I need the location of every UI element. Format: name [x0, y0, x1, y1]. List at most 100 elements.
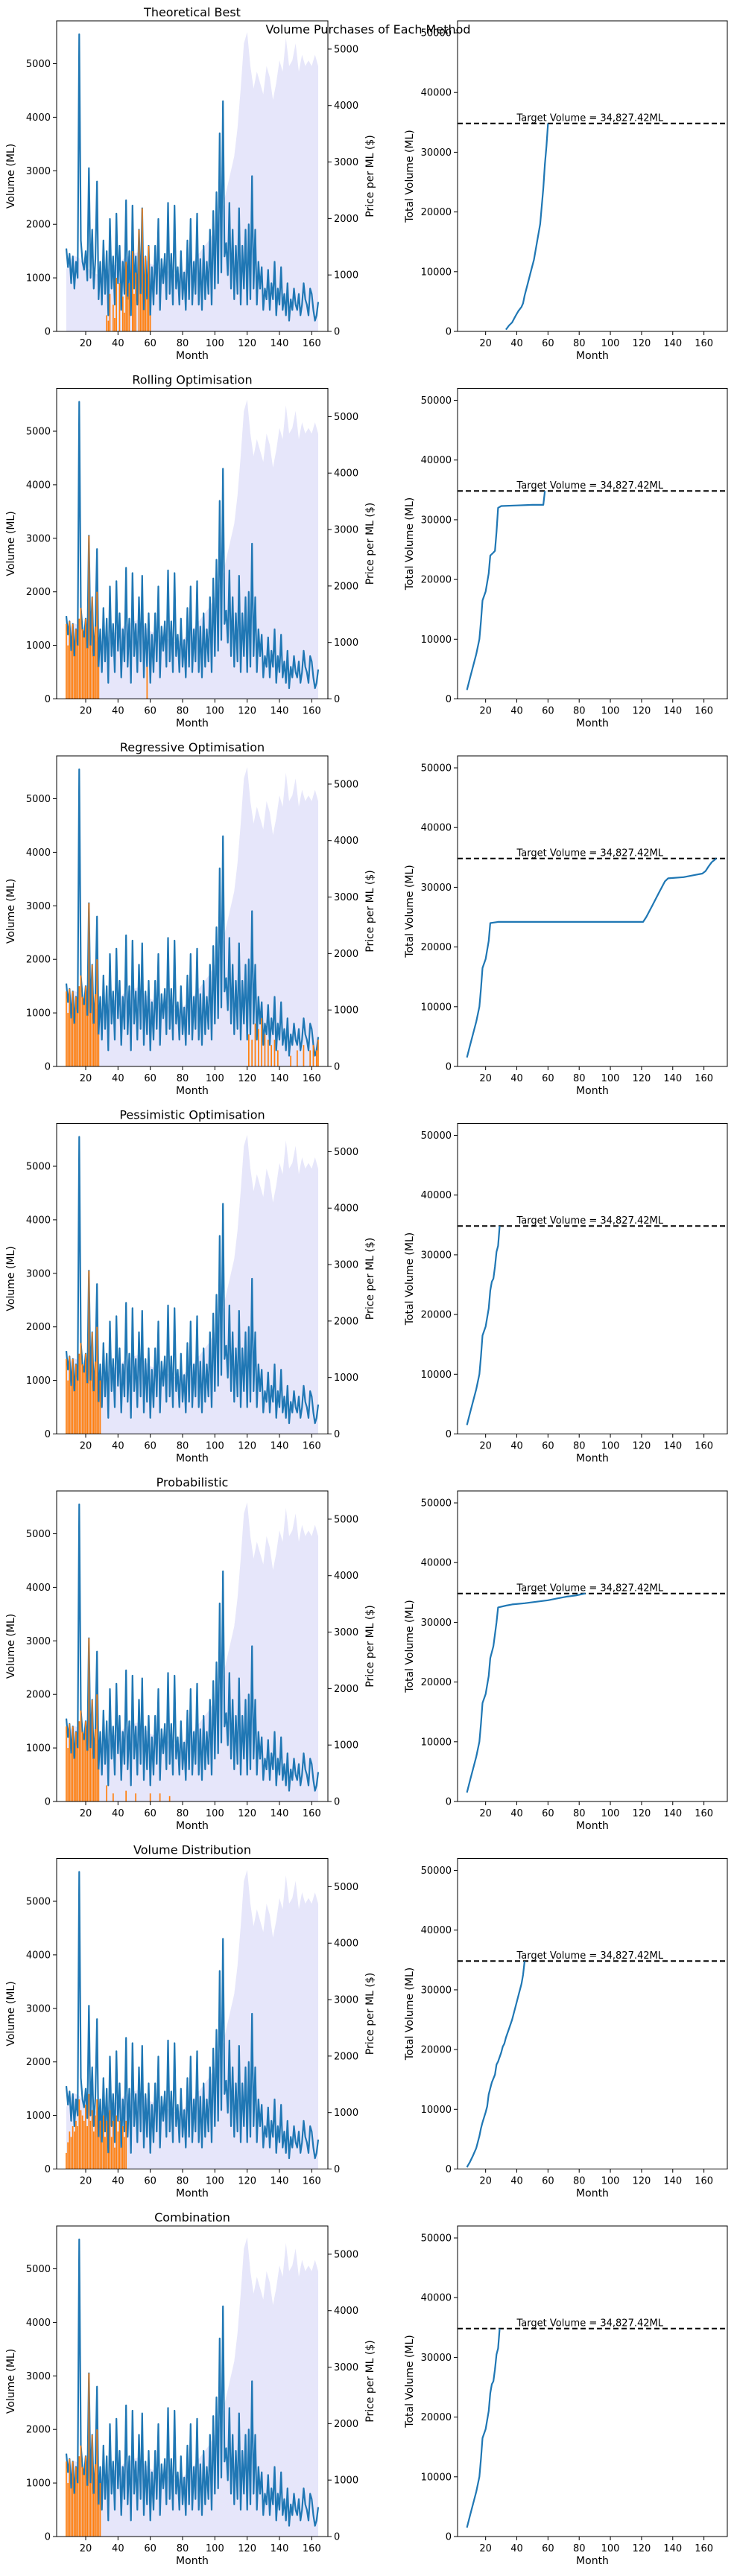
x-tick-label: 80	[177, 338, 189, 349]
right-panel: Target Volume = 34,827.42ML 20 40 60 80 100 12…	[404, 1858, 728, 2200]
purchase-bar	[77, 1748, 78, 1801]
x-tick-label: 140	[663, 706, 682, 717]
purchase-bar	[80, 2445, 82, 2537]
purchase-bar	[95, 993, 96, 1066]
purchase-bar	[113, 305, 114, 331]
purchase-bar	[148, 246, 150, 331]
purchase-bar	[81, 2467, 83, 2537]
x-tick-label: 140	[271, 1808, 289, 1819]
x-tick-label: 60	[144, 338, 156, 349]
y-tick-label: 1000	[26, 2478, 51, 2490]
plot-frame	[56, 755, 329, 1067]
y-tick-label: 50000	[421, 1130, 452, 1142]
x-tick-label: 80	[177, 706, 189, 717]
panel-title: Theoretical Best	[143, 5, 241, 19]
purchase-bar	[159, 1793, 161, 1801]
volume-line	[65, 1136, 320, 1425]
y-tick-label: 1000	[26, 1376, 51, 1387]
purchase-bar	[69, 2458, 71, 2537]
y2-tick-label: 4000	[334, 468, 358, 480]
y2-tick-label: 3000	[334, 2362, 358, 2373]
x-tick-label: 100	[601, 1441, 620, 1452]
purchase-bar	[74, 2493, 75, 2537]
x-tick-label: 120	[238, 1073, 256, 1084]
y2-tick-label: 5000	[334, 1147, 358, 1158]
panel-title: Combination	[154, 2210, 230, 2224]
purchase-bar	[91, 597, 93, 699]
purchase-bar	[109, 2110, 111, 2169]
y-tick-label: 5000	[26, 59, 51, 70]
y-axis-label: Total Volume (ML)	[404, 1600, 416, 1693]
purchase-bar	[75, 996, 77, 1066]
y2-axis-label: Price per ML ($)	[364, 1238, 376, 1320]
panel-title: Regressive Optimisation	[120, 740, 265, 754]
y2-tick-label: 2000	[334, 949, 358, 960]
plot-area	[65, 1134, 320, 1434]
y-tick-label: 3000	[26, 533, 51, 544]
target-label: Target Volume = 34,827.42ML	[516, 1950, 664, 1962]
y2-tick-label: 5000	[334, 44, 358, 55]
x-axis-label: Month	[576, 2188, 609, 2200]
purchase-bar	[120, 2147, 122, 2169]
purchase-bar	[83, 2475, 85, 2537]
x-tick-label: 140	[271, 706, 289, 717]
x-tick-label: 20	[80, 706, 92, 717]
y2-tick-label: 5000	[334, 412, 358, 423]
purchase-bar	[69, 1723, 71, 1801]
y-tick-label: 10000	[421, 635, 452, 646]
y-tick-label: 20000	[421, 1677, 452, 1688]
right-panel: Target Volume = 34,827.42ML 20 40 60 80 100 12…	[404, 1490, 728, 1832]
purchase-bar	[78, 1353, 80, 1434]
plot-area	[458, 1592, 727, 1793]
purchase-bar	[70, 650, 72, 699]
y2-tick-label: 2000	[334, 1316, 358, 1327]
x-tick-label: 40	[112, 706, 124, 717]
y-tick-label: 30000	[421, 882, 452, 894]
purchase-bar	[66, 2461, 67, 2537]
purchase-bar	[127, 296, 129, 331]
y-tick-label: 0	[45, 2164, 51, 2175]
x-axis-label: Month	[576, 1453, 609, 1465]
purchase-bar	[117, 2131, 119, 2169]
y-tick-label: 4000	[26, 1215, 51, 1226]
x-tick-label: 60	[542, 338, 554, 349]
target-label: Target Volume = 34,827.42ML	[516, 2318, 664, 2329]
purchase-bar	[75, 2467, 77, 2537]
purchase-bar	[89, 2483, 92, 2537]
purchase-bar	[80, 1343, 82, 1434]
y2-tick-label: 2000	[334, 2051, 358, 2062]
purchase-bar	[98, 1402, 100, 1434]
purchase-bar	[67, 1013, 69, 1066]
y2-tick-label: 3000	[334, 157, 358, 168]
purchase-bar	[78, 1721, 80, 1801]
plot-frame	[457, 1490, 728, 1802]
y2-tick-label: 2000	[334, 214, 358, 225]
purchase-bar	[88, 2373, 90, 2537]
purchase-bar	[70, 2137, 72, 2169]
y-tick-label: 10000	[421, 2472, 452, 2483]
purchase-bar	[132, 251, 133, 331]
x-axis-label: Month	[176, 1453, 209, 1465]
purchase-bar	[85, 986, 86, 1066]
purchase-bar	[80, 608, 82, 699]
purchase-bar	[101, 2142, 103, 2169]
purchase-bar	[110, 2137, 113, 2169]
y-tick-label: 0	[446, 2164, 452, 2175]
purchase-bar	[66, 1358, 67, 1434]
y-tick-label: 4000	[26, 847, 51, 859]
x-tick-label: 40	[510, 338, 523, 349]
plot-area	[65, 767, 320, 1066]
purchase-bar	[83, 637, 85, 699]
purchase-bar	[88, 2093, 90, 2169]
y-tick-label: 40000	[421, 455, 452, 466]
x-tick-label: 140	[271, 2543, 289, 2554]
y-tick-label: 2000	[26, 955, 51, 966]
purchase-bar	[67, 2142, 69, 2169]
purchase-bar	[66, 623, 67, 699]
purchase-bar	[91, 1332, 93, 1434]
x-tick-label: 20	[479, 2176, 492, 2187]
purchase-bar	[95, 2115, 96, 2169]
x-tick-label: 140	[663, 2176, 682, 2187]
y2-tick-label: 3000	[334, 892, 358, 903]
x-tick-label: 20	[479, 2543, 492, 2554]
